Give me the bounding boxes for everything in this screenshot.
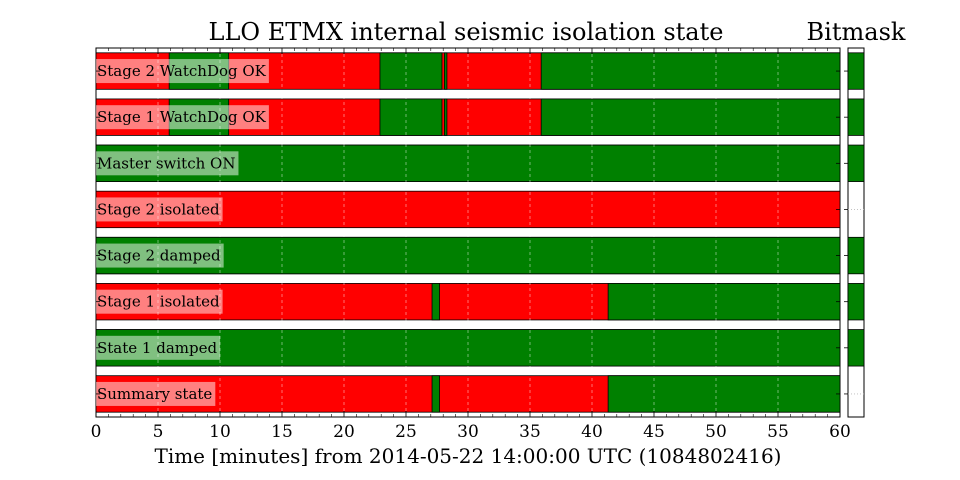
row-label: Summary state xyxy=(96,381,216,406)
x-tick-label: 25 xyxy=(395,422,417,442)
row-label-background xyxy=(96,197,223,222)
row-label: Stage 1 isolated xyxy=(96,289,223,314)
active-segment xyxy=(540,52,841,90)
row-label-text: Stage 1 WatchDog OK xyxy=(97,108,267,126)
row-label-background xyxy=(96,335,221,360)
x-tick-label: 55 xyxy=(767,422,789,442)
x-tick-label: 15 xyxy=(271,422,293,442)
bitmask-cell xyxy=(847,283,865,321)
row-label-background xyxy=(96,381,216,406)
bitmask-cell xyxy=(847,236,865,275)
x-tick-label: 45 xyxy=(643,422,665,442)
active-segment xyxy=(431,375,440,413)
row-label-background xyxy=(96,243,224,268)
bitmask-cell xyxy=(847,98,865,136)
row-label: Stage 1 WatchDog OK xyxy=(96,105,269,130)
row-label: Stage 2 damped xyxy=(96,243,224,268)
row-label-background xyxy=(96,289,223,314)
bitmask-plot-area xyxy=(844,47,865,418)
row-label-background xyxy=(96,105,269,130)
row-label: Stage 2 isolated xyxy=(96,197,223,222)
x-axis-label: Time [minutes] from 2014-05-22 14:00:00 … xyxy=(154,444,781,468)
segment-row xyxy=(95,98,841,136)
x-tick-label: 10 xyxy=(209,422,231,442)
row-label-background xyxy=(96,59,269,84)
main-plot-area: Stage 2 WatchDog OK Stage 1 WatchDog OK Ma… xyxy=(95,47,841,418)
chart-title: LLO ETMX internal seismic isolation stat… xyxy=(209,18,724,46)
active-segment xyxy=(379,52,443,90)
row-labels: Stage 2 WatchDog OK Stage 1 WatchDog OK Ma… xyxy=(96,59,269,406)
active-segment xyxy=(431,283,440,321)
row-label-text: Summary state xyxy=(97,385,212,403)
row-label-text: Stage 2 isolated xyxy=(97,200,220,218)
row-label-text: Master switch ON xyxy=(97,154,235,172)
row-label-text: Stage 1 isolated xyxy=(97,293,220,311)
x-tick-label: 30 xyxy=(457,422,479,442)
bitmask-axes-frame xyxy=(847,47,865,418)
bitmask-cell xyxy=(847,52,865,90)
x-tick-label: 5 xyxy=(153,422,164,442)
active-segment xyxy=(607,375,841,413)
active-segment xyxy=(540,98,841,136)
segment-row xyxy=(95,375,841,413)
active-segment xyxy=(444,52,448,90)
bitmask-cell xyxy=(847,144,865,182)
active-segment xyxy=(379,98,443,136)
x-axis: 0 5 10 15 20 25 30 35 40 45 50 55 60 xyxy=(91,48,851,442)
row-label: Master switch ON xyxy=(96,151,239,176)
x-tick-label: 60 xyxy=(829,422,851,442)
row-label: State 1 damped xyxy=(96,335,221,360)
x-tick-label: 0 xyxy=(91,422,102,442)
row-label-text: Stage 2 WatchDog OK xyxy=(97,62,267,80)
active-segment xyxy=(444,98,448,136)
bitmask-cell xyxy=(847,329,865,367)
row-label-text: Stage 2 damped xyxy=(97,247,221,265)
bitmask-title: Bitmask xyxy=(807,18,906,46)
row-label: Stage 2 WatchDog OK xyxy=(96,59,269,84)
x-tick-label: 40 xyxy=(581,422,603,442)
row-label-text: State 1 damped xyxy=(97,339,217,357)
x-tick-label: 35 xyxy=(519,422,541,442)
active-segment xyxy=(607,283,841,321)
x-tick-label: 50 xyxy=(705,422,727,442)
row-label-background xyxy=(96,151,239,176)
x-tick-label: 20 xyxy=(333,422,355,442)
